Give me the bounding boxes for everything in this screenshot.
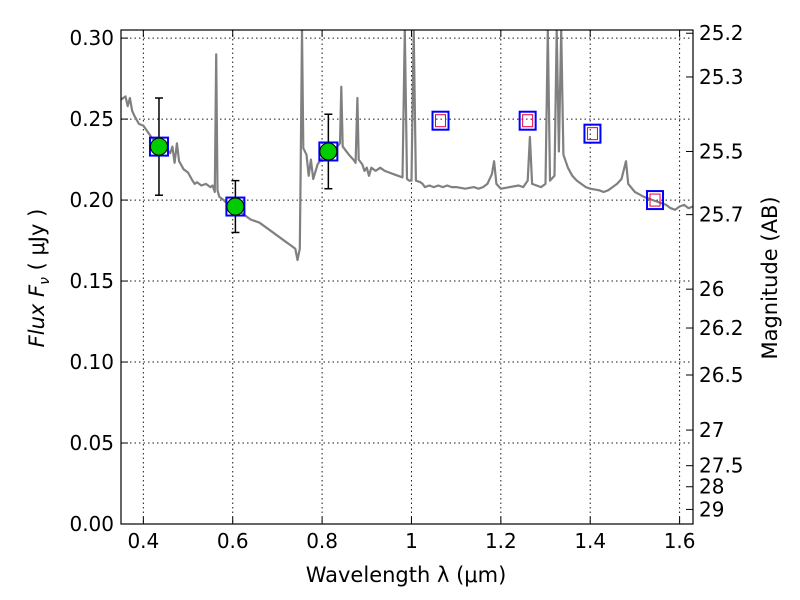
photometry-layer (148, 97, 665, 234)
predicted-band-inner-square (586, 127, 598, 141)
x-tick-label: 1.2 (485, 529, 517, 553)
predicted-band-inner-square (649, 193, 661, 207)
right-tick-label: 26 (699, 277, 724, 301)
y-axis-title-subscript: ν (37, 277, 53, 285)
right-axis-title: Magnitude (AB) (758, 196, 782, 359)
x-tick-label: 1 (405, 529, 418, 553)
right-tick-label: 25.2 (699, 21, 744, 45)
x-tick-label: 0.8 (306, 529, 338, 553)
observed-point (319, 142, 338, 161)
tick-marks (121, 30, 693, 525)
plot-frame (120, 29, 694, 525)
spectrum-line (121, 30, 693, 262)
y-tick-label: 0.15 (69, 269, 114, 293)
right-tick-label: 28 (699, 475, 724, 499)
x-axis-title: Wavelength λ (μm) (306, 563, 507, 587)
predicted-band-square (431, 110, 450, 131)
predicted-band-square (646, 190, 665, 211)
right-tick-label: 29 (699, 497, 724, 521)
right-tick-label: 25.7 (699, 203, 744, 227)
y-axis-title: Flux Fν ( μJy ) (25, 209, 53, 348)
y-tick-label: 0.00 (69, 512, 114, 536)
predicted-band-inner-square (435, 114, 447, 128)
x-tick-label: 0.6 (217, 529, 249, 553)
right-tick-label: 25.3 (699, 65, 744, 89)
predicted-band-square (583, 123, 602, 144)
y-axis-title-main: Flux F (25, 284, 49, 347)
y-tick-label: 0.20 (69, 188, 114, 212)
y-tick-label: 0.10 (69, 350, 114, 374)
tick-labels: 0.4 0.6 0.8 1 1.2 1.4 1.6 0.00 0.05 0.10 0.15 0.20 0… (69, 21, 743, 553)
right-tick-label: 27 (699, 418, 724, 442)
spectrum-layer (121, 30, 693, 262)
grid-lines (121, 30, 693, 525)
observed-point (226, 197, 245, 216)
y-tick-label: 0.05 (69, 431, 114, 455)
x-tick-label: 1.4 (574, 529, 606, 553)
x-tick-label: 0.4 (127, 529, 159, 553)
predicted-band-square (518, 110, 537, 131)
y-tick-label: 0.30 (69, 26, 114, 50)
y-tick-label: 0.25 (69, 107, 114, 131)
right-tick-label: 25.5 (699, 139, 744, 163)
observed-point (149, 137, 168, 156)
right-tick-label: 27.5 (699, 454, 744, 478)
y-axis-title-unit: ( μJy ) (25, 209, 49, 277)
predicted-band-inner-square (522, 114, 534, 128)
right-tick-label: 26.5 (699, 363, 744, 387)
x-tick-label: 1.6 (664, 529, 696, 553)
right-tick-label: 26.2 (699, 316, 744, 340)
